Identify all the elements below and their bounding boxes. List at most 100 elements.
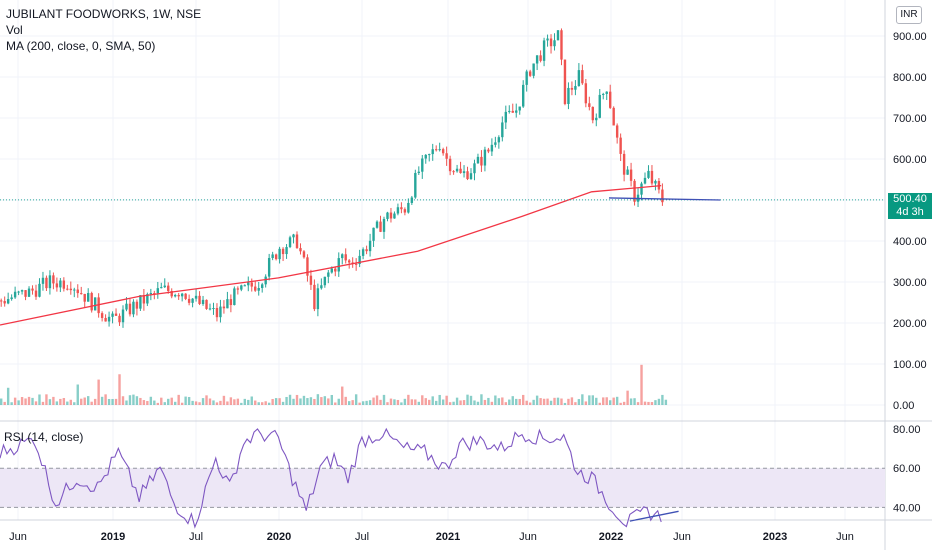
volume-bar: [609, 400, 612, 405]
volume-bar: [226, 401, 229, 405]
volume-bar: [459, 400, 462, 405]
candle-body: [198, 295, 201, 304]
candle-body: [48, 275, 52, 289]
candle-body: [584, 83, 588, 104]
volume-bar: [87, 396, 90, 405]
time-tick-label: Jun: [836, 531, 854, 543]
candle-body: [313, 284, 316, 310]
volume-bar: [177, 394, 180, 405]
candle-body: [462, 171, 466, 174]
candle-body: [38, 283, 41, 297]
volume-bar: [424, 398, 427, 405]
volume-bar: [191, 400, 194, 405]
currency-button[interactable]: INR: [896, 6, 922, 24]
legend-ma[interactable]: MA (200, close, 0, SMA, 50): [6, 39, 156, 53]
volume-bar: [619, 402, 622, 405]
candle-body: [522, 84, 525, 107]
candle-body: [622, 153, 626, 175]
candle-body: [382, 218, 386, 232]
candle-body: [52, 275, 55, 284]
price-tick-label: 300.00: [893, 277, 927, 289]
price-tick-label: 0.00: [893, 400, 914, 412]
volume-bar: [640, 364, 643, 405]
time-tick-label: Jul: [189, 531, 203, 543]
volume-bar: [393, 399, 396, 405]
candle-body: [501, 122, 504, 138]
volume-bar: [288, 394, 292, 405]
volume-bar: [184, 396, 187, 405]
volume-bar: [201, 398, 205, 405]
price-tick-label: 800.00: [893, 72, 927, 84]
candle-body: [285, 247, 288, 255]
volume-bar: [205, 395, 208, 405]
candle-body: [306, 257, 309, 276]
volume-bar: [229, 397, 233, 405]
volume-bar: [250, 396, 253, 405]
volume-bar: [403, 398, 407, 405]
volume-bar: [93, 398, 97, 405]
candle-body: [490, 144, 494, 152]
volume-bar: [80, 398, 83, 405]
candle-body: [184, 293, 187, 299]
candle-body: [250, 282, 253, 287]
candle-body: [118, 315, 121, 323]
candle-body: [219, 306, 222, 318]
chart-legend: JUBILANT FOODWORKS, 1W, NSE Vol MA (200,…: [6, 6, 201, 54]
volume-bar: [546, 398, 549, 405]
time-tick-label: 2021: [436, 531, 460, 543]
candle-body: [281, 248, 285, 255]
volume-bar: [574, 402, 577, 405]
volume-bar: [483, 399, 487, 405]
candle-body: [570, 87, 574, 90]
volume-bar: [365, 400, 368, 405]
candle-body: [417, 171, 420, 173]
legend-title[interactable]: JUBILANT FOODWORKS, 1W, NSE: [6, 7, 202, 21]
volume-bar: [17, 400, 20, 405]
candle-body: [288, 237, 292, 248]
rsi-legend[interactable]: RSI (14, close): [4, 430, 84, 444]
volume-bar: [38, 394, 41, 405]
candle-body: [66, 288, 69, 290]
legend-vol[interactable]: Vol: [6, 23, 23, 37]
rsi-tick-label: 60.00: [893, 463, 921, 475]
time-tick-label: Jun: [519, 531, 537, 543]
candle-body: [73, 289, 76, 291]
candle-body: [354, 263, 358, 265]
candle-body: [229, 299, 233, 306]
volume-bar: [504, 402, 507, 405]
volume-bar: [615, 396, 619, 405]
volume-bar: [233, 399, 236, 405]
volume-bar: [633, 398, 636, 405]
candle-body: [494, 142, 497, 145]
candle-body: [647, 170, 650, 178]
time-tick-label: 2019: [101, 531, 125, 543]
candle-body: [142, 295, 146, 304]
candle-body: [114, 313, 118, 316]
candle-body: [421, 158, 424, 172]
volume-bar: [97, 379, 100, 405]
candle-body: [267, 257, 271, 277]
candle-body: [379, 221, 382, 232]
candle-body: [6, 299, 10, 304]
candle-body: [299, 248, 302, 252]
candle-body: [518, 106, 521, 111]
candle-body: [361, 249, 365, 256]
volume-bar: [497, 398, 501, 405]
candle-body: [0, 300, 3, 302]
volume-bar: [341, 386, 344, 405]
candle-body: [567, 87, 570, 104]
candle-body: [295, 234, 299, 249]
candle-body: [163, 285, 166, 288]
price-tick-label: 600.00: [893, 154, 927, 166]
candle-body: [257, 288, 260, 291]
volume-bar: [146, 401, 149, 405]
candle-body: [515, 110, 518, 113]
volume-bar: [149, 396, 153, 405]
volume-bar: [466, 394, 469, 405]
volume-bar: [382, 394, 386, 405]
volume-bar: [107, 398, 111, 405]
volume-bar: [525, 400, 528, 405]
price-tick-label: 100.00: [893, 359, 927, 371]
